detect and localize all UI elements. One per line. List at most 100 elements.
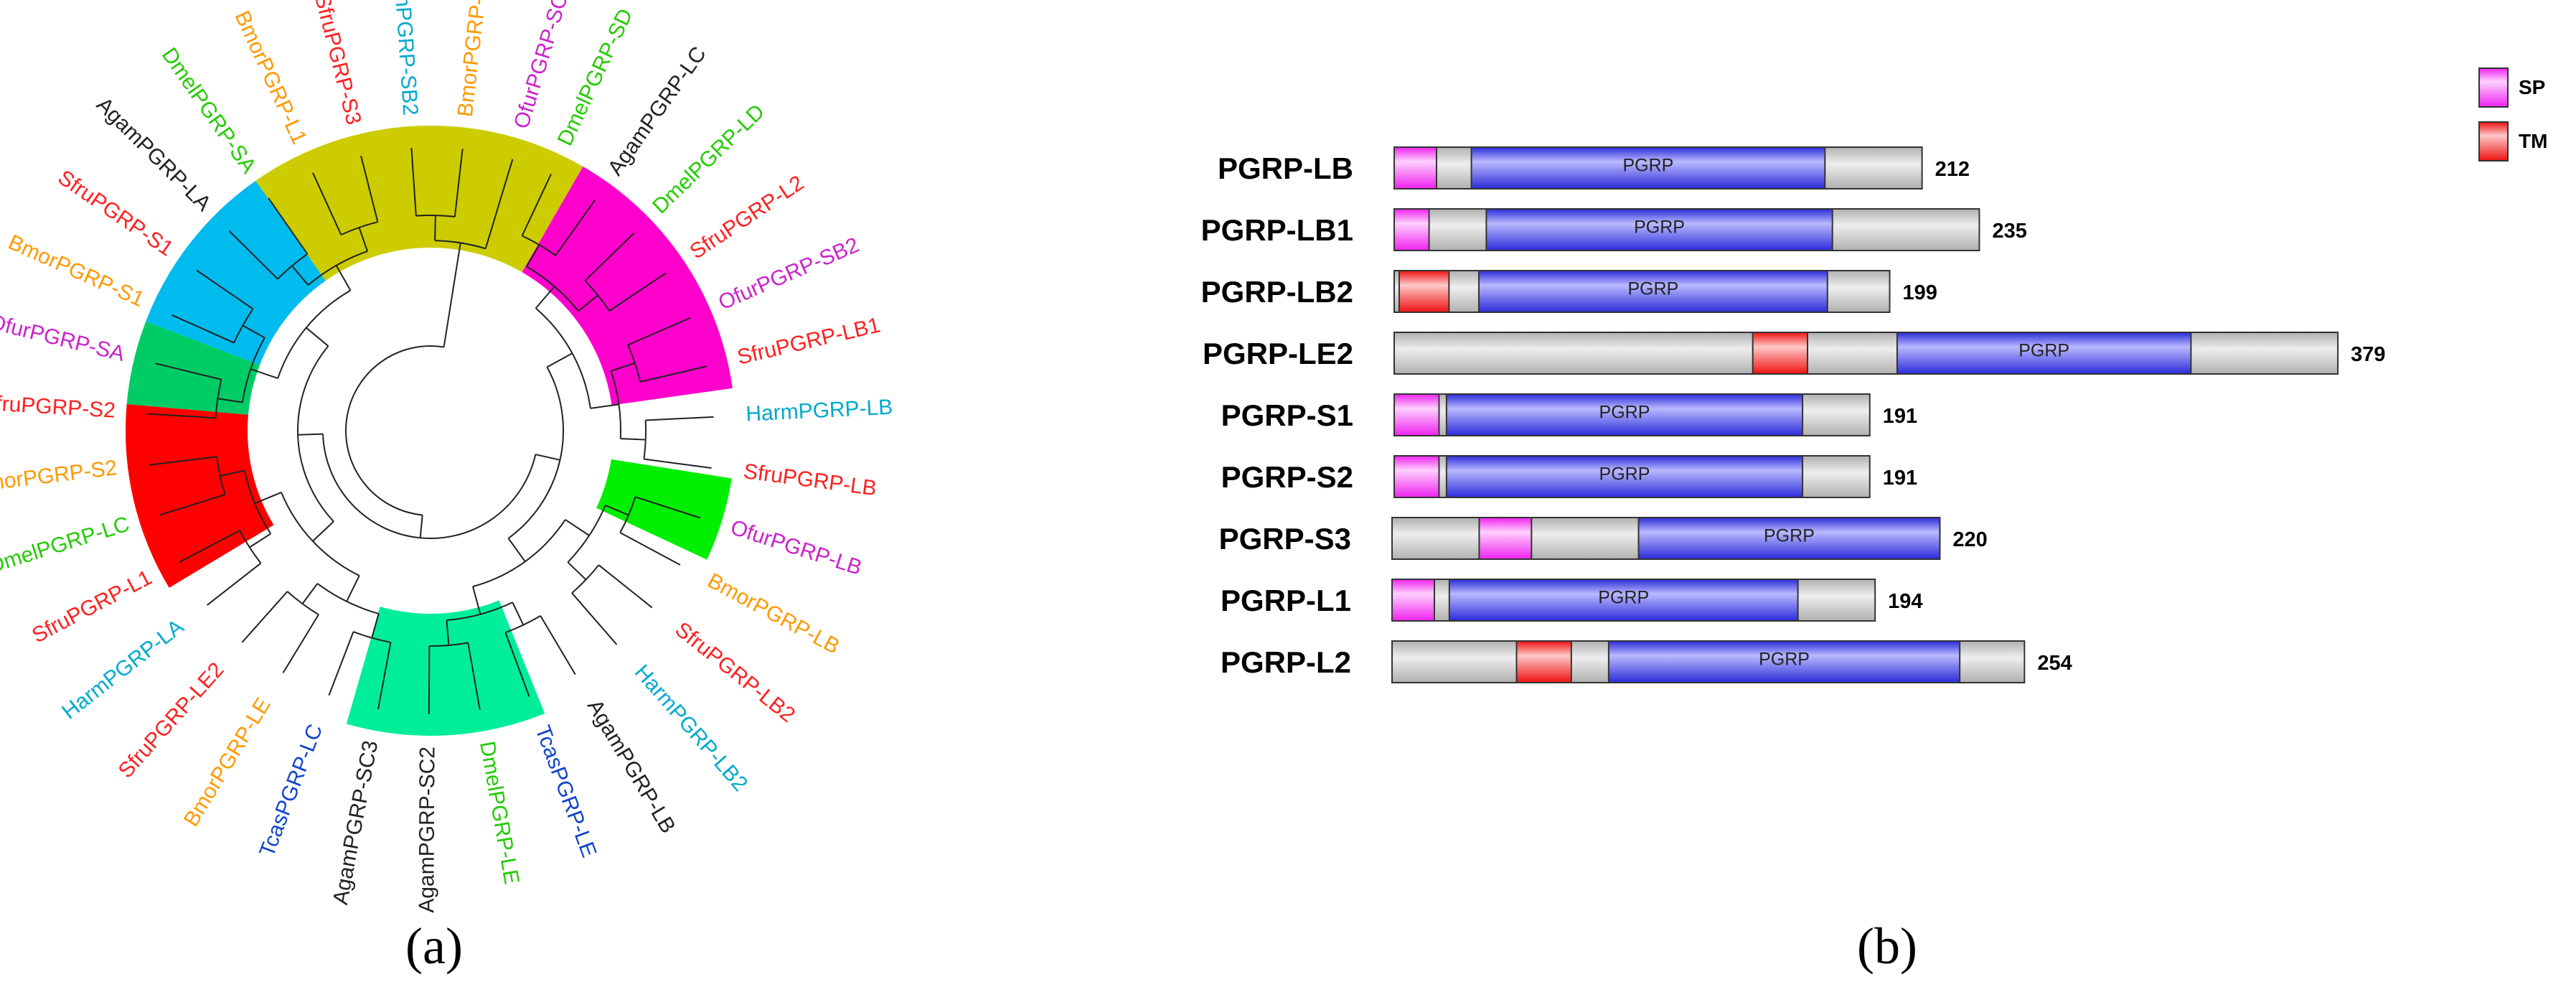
tree-arc: [340, 221, 378, 236]
leaf-branch: [661, 365, 707, 378]
leaf-label: BmorPGRP-L1: [230, 7, 311, 148]
leaf-branch: [179, 540, 222, 563]
leaf-branch: [282, 632, 309, 673]
legend-sp-swatch: [2478, 67, 2509, 108]
pgrp-domain: [1477, 270, 1828, 313]
protein-length: 212: [1935, 158, 1970, 181]
leaf-branch: [667, 416, 714, 421]
tree-branch: [272, 591, 288, 609]
tree-branch: [540, 615, 553, 635]
leaf-label: BmorPGRP-LE: [179, 693, 276, 831]
tree-branch: [298, 433, 324, 436]
protein-name: PGRP-LB: [1218, 151, 1353, 185]
pgrp-domain: [1607, 640, 1961, 683]
tree-branch: [565, 519, 590, 536]
tree-branch: [195, 456, 217, 460]
leaf-label: DmelPGRP-SD: [553, 5, 638, 149]
leaf-label: OfurPGRP-LB: [728, 515, 865, 580]
tree-branch: [590, 403, 619, 409]
tree-branch: [443, 324, 448, 347]
tree-arc: [507, 366, 564, 539]
pgrp-domain: [1896, 332, 2192, 375]
tree-branch: [291, 265, 309, 286]
tm-domain: [1398, 270, 1450, 313]
tree-branch: [467, 642, 473, 665]
tree-branch: [492, 203, 500, 225]
legend-tm-swatch: [2478, 121, 2509, 162]
pgrp-domain: [1637, 517, 1941, 560]
tree-branch: [453, 195, 459, 217]
tree-branch: [504, 632, 514, 653]
tree-branch: [512, 602, 525, 626]
protein-length: 235: [1992, 220, 2026, 243]
tree-branch: [254, 492, 282, 505]
tree-branch: [220, 530, 240, 541]
leaf-label: TcasPGRP-LC: [255, 721, 328, 860]
pgrp-domain: [1448, 579, 1799, 622]
tree-branch: [344, 631, 354, 652]
tree-branch: [645, 418, 667, 421]
tree-arc: [619, 496, 636, 533]
protein-length: 379: [2351, 343, 2385, 366]
tree-branch: [371, 613, 380, 638]
pgrp-domain: [1445, 455, 1804, 498]
leaf-label: OfurPGRP-SA: [0, 310, 127, 366]
leaf-label: TcasPGRP-LE: [530, 722, 601, 861]
sp-domain: [1393, 393, 1440, 436]
tree-branch: [413, 194, 417, 216]
sp-domain: [1393, 455, 1440, 498]
tree-branch: [372, 200, 379, 223]
tree-branch: [446, 619, 450, 646]
tree-branches: [147, 147, 714, 714]
leaf-branch: [530, 174, 552, 217]
tree-branch: [242, 324, 265, 339]
tree-branch: [619, 532, 640, 544]
protein-name: PGRP-LB2: [1201, 275, 1353, 309]
domain-label: PGRP: [1598, 588, 1649, 608]
tree-branch: [472, 586, 481, 614]
tree-arc: [239, 530, 262, 564]
tree-arc: [345, 345, 444, 516]
tree-branch: [346, 575, 360, 602]
panel-b-label: (b): [1857, 917, 1917, 975]
leaf-branch: [550, 634, 576, 675]
clade-L1-LE: [126, 403, 274, 588]
leaf-branch: [498, 159, 514, 205]
domain-label: PGRP: [1599, 403, 1650, 423]
tree-branch: [305, 327, 329, 347]
tm-domain: [1752, 332, 1809, 375]
tree-branch: [250, 368, 278, 380]
tree-branch: [262, 263, 278, 280]
tree-branch: [434, 215, 436, 241]
tree-branch: [451, 271, 457, 300]
protein-name: PGRP-L1: [1221, 584, 1351, 617]
protein-row: PGRP-L2 PGRP 254: [1221, 640, 2072, 683]
sp-domain: [1391, 579, 1435, 622]
tree-branch: [611, 362, 636, 372]
protein-row: PGRP-S2 PGRP 191: [1221, 455, 1917, 498]
leaf-label: SfruPGRP-S2: [0, 391, 116, 423]
tree-branch: [200, 373, 222, 380]
tree-branch: [605, 504, 629, 516]
leaf-branch: [147, 413, 194, 418]
tree-branch: [639, 376, 662, 383]
leaf-branch: [471, 663, 481, 711]
leaf-branch: [268, 197, 296, 237]
clade-PGRP-S: [255, 126, 583, 281]
clade-LB: [346, 600, 545, 736]
protein-name: PGRP-LB1: [1201, 213, 1353, 247]
tree-branch: [335, 265, 352, 291]
protein-length: 191: [1883, 467, 1917, 490]
protein-name: PGRP-L2: [1221, 645, 1351, 679]
tree-branch: [526, 244, 540, 267]
protein-row: PGRP-LE2 PGRP 379: [1203, 332, 2386, 375]
protein-row: PGRP-LB1 PGRP 235: [1201, 208, 2027, 251]
leaf-label: BmorPGRP-S1: [5, 230, 148, 312]
tree-branch: [578, 294, 598, 312]
domain-label: PGRP: [2018, 341, 2069, 361]
protein-row: PGRP-L1 PGRP 194: [1221, 579, 1923, 622]
tree-branch: [204, 494, 225, 502]
tree-branch: [419, 515, 423, 538]
leaf-label: HarmPGRP-SB2: [387, 0, 422, 116]
leaf-branch: [647, 317, 691, 337]
